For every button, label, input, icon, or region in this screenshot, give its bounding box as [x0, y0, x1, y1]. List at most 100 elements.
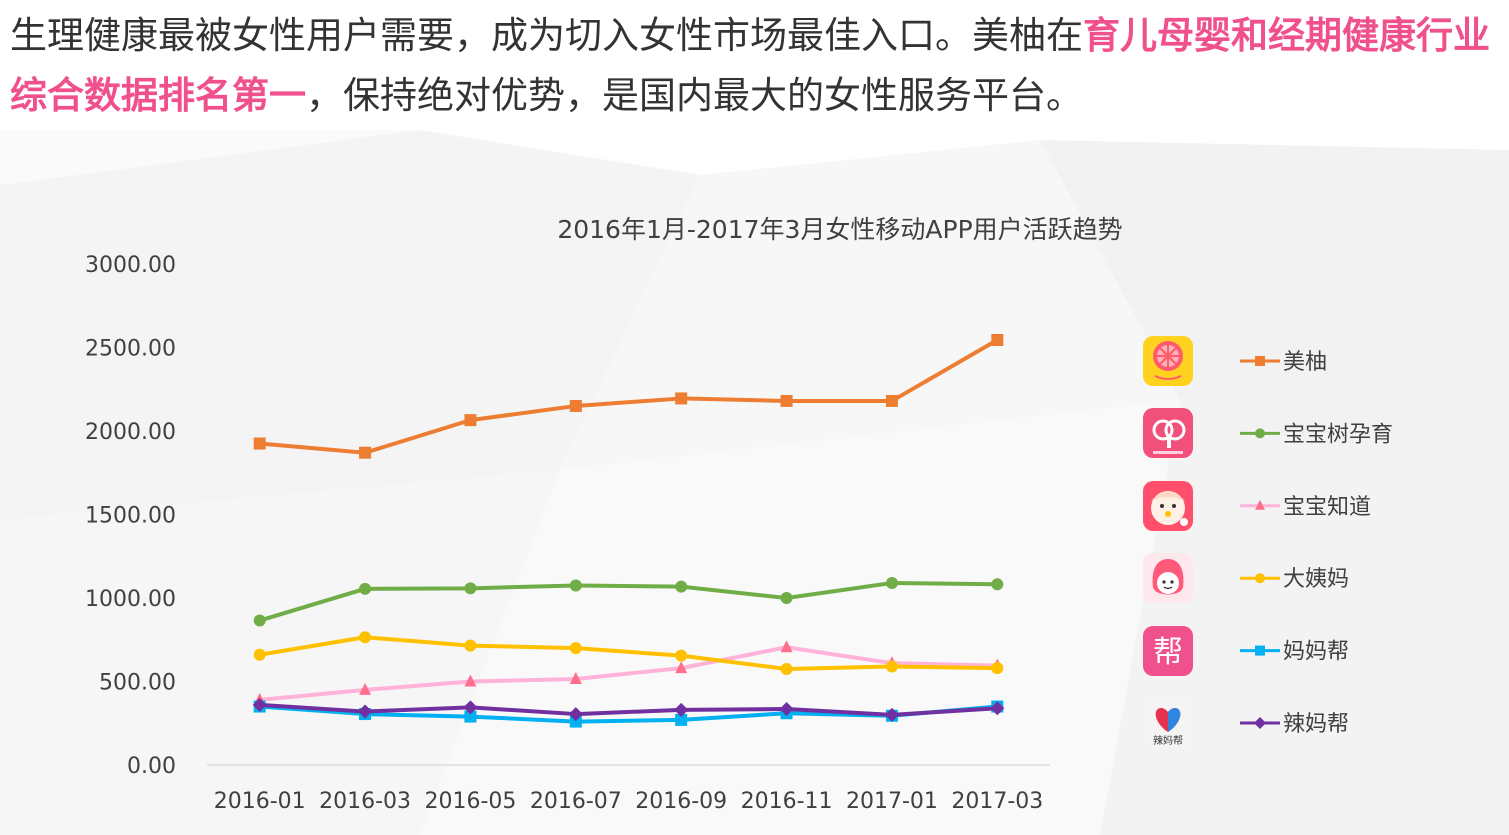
legend-marker [1255, 428, 1265, 439]
data-point [464, 674, 477, 687]
y-axis: 0.00 500.00 1000.00 1500.00 2000.00 2500.00 30… [85, 253, 176, 779]
legend-label: 妈妈帮 [1283, 640, 1349, 665]
heart-logo-icon: 辣妈帮 [1143, 698, 1193, 748]
headline-highlight: 育儿母婴和经期健康行业综合数据排名第一 [10, 14, 1490, 117]
data-point [780, 640, 793, 653]
legend-marker [1254, 717, 1266, 729]
data-point [464, 710, 477, 723]
x-tick-label: 2016-01 [214, 789, 306, 814]
legend-marker [1255, 573, 1265, 584]
data-point [991, 662, 1004, 675]
legend-item: 大姨妈 [1240, 567, 1349, 592]
y-tick-label: 2000.00 [85, 420, 176, 445]
data-point [884, 707, 899, 722]
meetyou-icon [1143, 336, 1193, 386]
data-point [675, 649, 688, 662]
data-point [780, 592, 793, 604]
bang-icon: 帮 [1143, 625, 1193, 676]
legend-label: 美柚 [1283, 350, 1327, 375]
legend-label: 辣妈帮 [1283, 712, 1349, 737]
y-tick-label: 500.00 [99, 671, 176, 696]
data-point [464, 639, 477, 652]
series-大姨妈 [253, 631, 1004, 675]
data-point [253, 614, 266, 627]
legend-marker [1255, 645, 1265, 656]
svg-text:帮: 帮 [1153, 635, 1183, 670]
x-tick-label: 2017-03 [951, 789, 1043, 814]
series-line [257, 702, 1000, 717]
data-point [358, 704, 373, 719]
series-辣妈帮 [252, 697, 1005, 722]
legend-label: 大姨妈 [1283, 567, 1349, 592]
x-tick-label: 2017-01 [846, 789, 938, 814]
data-point [253, 648, 266, 661]
legend-label: 宝宝树孕育 [1283, 422, 1393, 447]
series-layer [252, 333, 1005, 728]
data-point [569, 399, 582, 412]
data-point [675, 713, 688, 726]
x-tick-label: 2016-11 [741, 789, 833, 814]
data-point [675, 580, 688, 593]
legend-item: 辣妈帮 [1240, 712, 1349, 737]
series-宝宝树孕育 [253, 576, 1004, 627]
data-point [675, 392, 688, 405]
headline-text-part2: ，保持绝对优势，是国内最大的女性服务平台。 [306, 74, 1083, 117]
x-axis: 2016-01 2016-03 2016-05 2016-07 2016-09 2016-… [207, 764, 1050, 814]
data-point [990, 701, 1005, 716]
babytree-icon [1143, 408, 1193, 459]
data-point [885, 394, 898, 407]
data-point [569, 579, 582, 592]
data-point [568, 707, 583, 722]
data-point [253, 437, 266, 450]
legend-label: 宝宝知道 [1283, 495, 1371, 520]
dayima-icon [1143, 553, 1193, 604]
data-point [252, 697, 267, 712]
data-point [359, 446, 372, 459]
data-point [675, 661, 688, 674]
data-point [569, 642, 582, 655]
x-tick-label: 2016-07 [530, 789, 622, 814]
headline: 生理健康最被女性用户需要，成为切入女性市场最佳入口。美柚在育儿母婴和经期健康行业… [10, 6, 1505, 126]
baby-face-icon [1143, 480, 1193, 531]
y-tick-label: 2500.00 [85, 337, 176, 362]
y-tick-label: 0.00 [127, 754, 176, 779]
series-line [257, 635, 1000, 671]
data-point [885, 576, 898, 589]
x-tick-label: 2016-05 [424, 789, 516, 814]
y-tick-label: 3000.00 [85, 253, 176, 278]
data-point [991, 333, 1004, 346]
data-point [569, 671, 582, 684]
y-tick-label: 1500.00 [85, 504, 176, 529]
data-point [674, 702, 689, 717]
data-point [780, 394, 793, 407]
data-point [463, 700, 478, 715]
chart-title: 2016年1月-2017年3月女性移动APP用户活跃趋势 [557, 215, 1122, 244]
data-point [464, 414, 477, 427]
series-line [257, 645, 1000, 702]
data-point [780, 662, 793, 675]
legend-item: 美柚 [1240, 350, 1327, 375]
legend-item: 宝宝树孕育 [1240, 422, 1393, 447]
data-point [359, 582, 372, 595]
data-point [885, 660, 898, 673]
x-tick-label: 2016-09 [635, 789, 727, 814]
data-point [569, 715, 582, 728]
series-line [257, 580, 1000, 623]
svg-text:辣妈帮: 辣妈帮 [1153, 734, 1183, 747]
data-point [779, 702, 794, 717]
legend-marker [1255, 499, 1265, 510]
data-point [359, 631, 372, 644]
series-美柚 [253, 333, 1004, 459]
x-tick-label: 2016-03 [319, 789, 411, 814]
data-point [464, 582, 477, 595]
data-point [359, 682, 372, 695]
legend-item: 妈妈帮 [1240, 640, 1349, 665]
headline-text-part1: 生理健康最被女性用户需要，成为切入女性市场最佳入口。美柚在 [10, 14, 1083, 57]
legend-item: 宝宝知道 [1240, 495, 1371, 520]
legend-marker [1255, 356, 1265, 366]
y-tick-label: 1000.00 [85, 587, 176, 612]
series-line [257, 337, 1000, 455]
